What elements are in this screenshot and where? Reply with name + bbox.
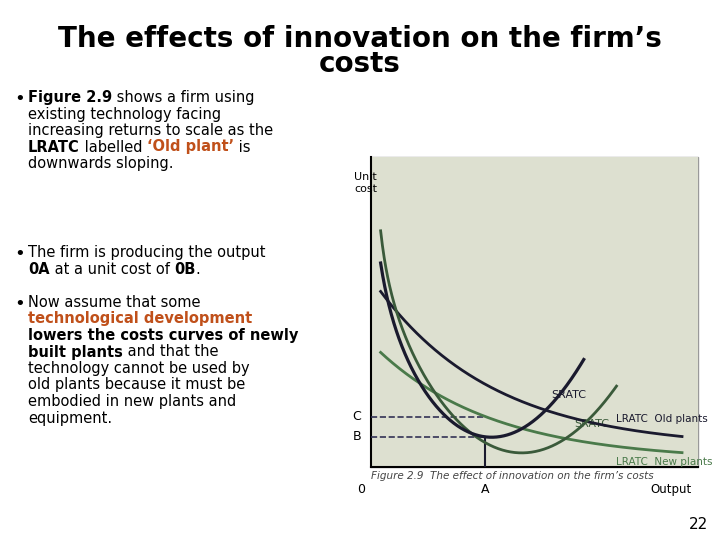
Text: at a unit cost of: at a unit cost of: [50, 261, 174, 276]
Text: •: •: [14, 90, 24, 108]
Text: The effects of innovation on the firm’s: The effects of innovation on the firm’s: [58, 25, 662, 53]
Text: 22: 22: [689, 517, 708, 532]
Text: Figure 2.9: Figure 2.9: [28, 90, 112, 105]
Text: LRATC  New plants: LRATC New plants: [616, 457, 713, 467]
Text: old plants because it must be: old plants because it must be: [28, 377, 246, 393]
Text: B: B: [352, 430, 361, 443]
Text: shows a firm using: shows a firm using: [112, 90, 255, 105]
Text: Output: Output: [651, 483, 692, 496]
Text: ‘Old plant’: ‘Old plant’: [147, 139, 234, 154]
Text: lowers the costs curves of newly: lowers the costs curves of newly: [28, 328, 298, 343]
Text: SRATC: SRATC: [574, 420, 609, 429]
Text: 0: 0: [357, 483, 365, 496]
Text: 0A: 0A: [28, 261, 50, 276]
Text: increasing returns to scale as the: increasing returns to scale as the: [28, 123, 273, 138]
Text: equipment.: equipment.: [28, 410, 112, 426]
Text: LRATC  Old plants: LRATC Old plants: [616, 415, 708, 424]
FancyBboxPatch shape: [371, 157, 698, 467]
Text: SRATC: SRATC: [551, 390, 586, 400]
Text: A: A: [481, 483, 490, 496]
Text: technological development: technological development: [28, 312, 252, 327]
Text: is: is: [234, 139, 251, 154]
Text: C: C: [352, 410, 361, 423]
Text: The firm is producing the output: The firm is producing the output: [28, 245, 266, 260]
Text: and that the: and that the: [123, 345, 218, 360]
Text: downwards sloping.: downwards sloping.: [28, 156, 174, 171]
Text: .: .: [196, 261, 200, 276]
Text: costs: costs: [319, 50, 401, 78]
Text: •: •: [14, 245, 24, 263]
Text: 0B: 0B: [174, 261, 196, 276]
Text: •: •: [14, 295, 24, 313]
Text: Unit
cost: Unit cost: [354, 172, 377, 194]
Text: built plants: built plants: [28, 345, 123, 360]
Text: Figure 2.9  The effect of innovation on the firm’s costs: Figure 2.9 The effect of innovation on t…: [371, 471, 654, 481]
Text: existing technology facing: existing technology facing: [28, 106, 221, 122]
Text: labelled: labelled: [80, 139, 147, 154]
Text: technology cannot be used by: technology cannot be used by: [28, 361, 250, 376]
Text: LRATC: LRATC: [28, 139, 80, 154]
Text: embodied in new plants and: embodied in new plants and: [28, 394, 236, 409]
Text: Now assume that some: Now assume that some: [28, 295, 200, 310]
